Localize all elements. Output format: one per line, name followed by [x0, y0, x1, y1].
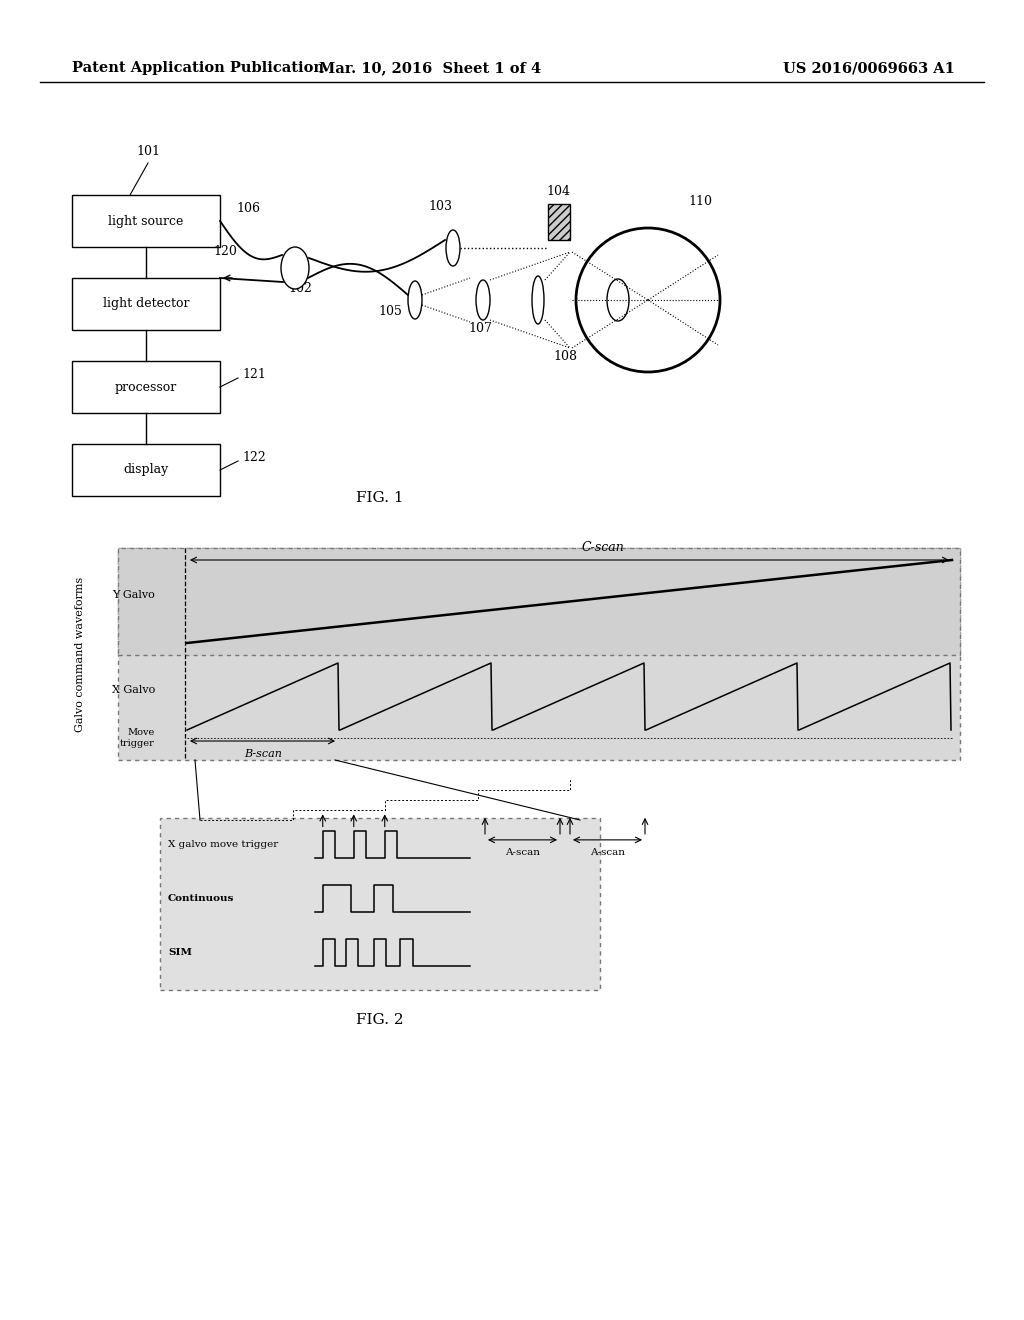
Circle shape	[575, 228, 720, 372]
Bar	[160, 818, 600, 990]
Text: 106: 106	[236, 202, 260, 215]
Bar	[72, 195, 220, 247]
Text: Mar. 10, 2016  Sheet 1 of 4: Mar. 10, 2016 Sheet 1 of 4	[318, 61, 541, 75]
Text: light detector: light detector	[102, 297, 189, 310]
Text: X Galvo: X Galvo	[112, 685, 155, 696]
Text: A-scan: A-scan	[505, 847, 540, 857]
Text: Galvo command waveforms: Galvo command waveforms	[75, 577, 85, 731]
Ellipse shape	[532, 276, 544, 323]
Bar	[548, 205, 570, 240]
Text: X galvo move trigger: X galvo move trigger	[168, 841, 279, 849]
Text: 104: 104	[546, 185, 570, 198]
Text: Patent Application Publication: Patent Application Publication	[72, 61, 324, 75]
Bar	[118, 548, 961, 655]
Ellipse shape	[476, 280, 490, 319]
Text: US 2016/0069663 A1: US 2016/0069663 A1	[783, 61, 955, 75]
Text: 102: 102	[288, 282, 312, 294]
Ellipse shape	[607, 279, 629, 321]
Text: Continuous: Continuous	[168, 894, 234, 903]
Text: 122: 122	[242, 451, 266, 465]
Text: FIG. 2: FIG. 2	[356, 1012, 403, 1027]
Text: light source: light source	[109, 214, 183, 227]
Bar	[72, 360, 220, 413]
Text: display: display	[123, 463, 169, 477]
Ellipse shape	[408, 281, 422, 319]
Text: 110: 110	[688, 195, 712, 209]
Text: 107: 107	[468, 322, 492, 335]
Text: 121: 121	[242, 368, 266, 381]
Text: Move
trigger: Move trigger	[120, 729, 155, 747]
Ellipse shape	[446, 230, 460, 267]
Text: B-scan: B-scan	[245, 748, 283, 759]
Text: SIM: SIM	[168, 948, 193, 957]
Text: 120: 120	[213, 246, 237, 257]
Bar	[118, 548, 961, 760]
Bar	[72, 444, 220, 496]
Text: Y Galvo: Y Galvo	[113, 590, 155, 601]
Ellipse shape	[281, 247, 309, 289]
Text: FIG. 1: FIG. 1	[356, 491, 403, 506]
Text: A-scan: A-scan	[590, 847, 625, 857]
Text: 101: 101	[136, 145, 160, 158]
Text: 103: 103	[428, 201, 452, 213]
Text: C-scan: C-scan	[582, 541, 624, 554]
Text: 105: 105	[378, 305, 402, 318]
Bar	[72, 279, 220, 330]
Text: processor: processor	[115, 380, 177, 393]
Text: 108: 108	[553, 350, 577, 363]
